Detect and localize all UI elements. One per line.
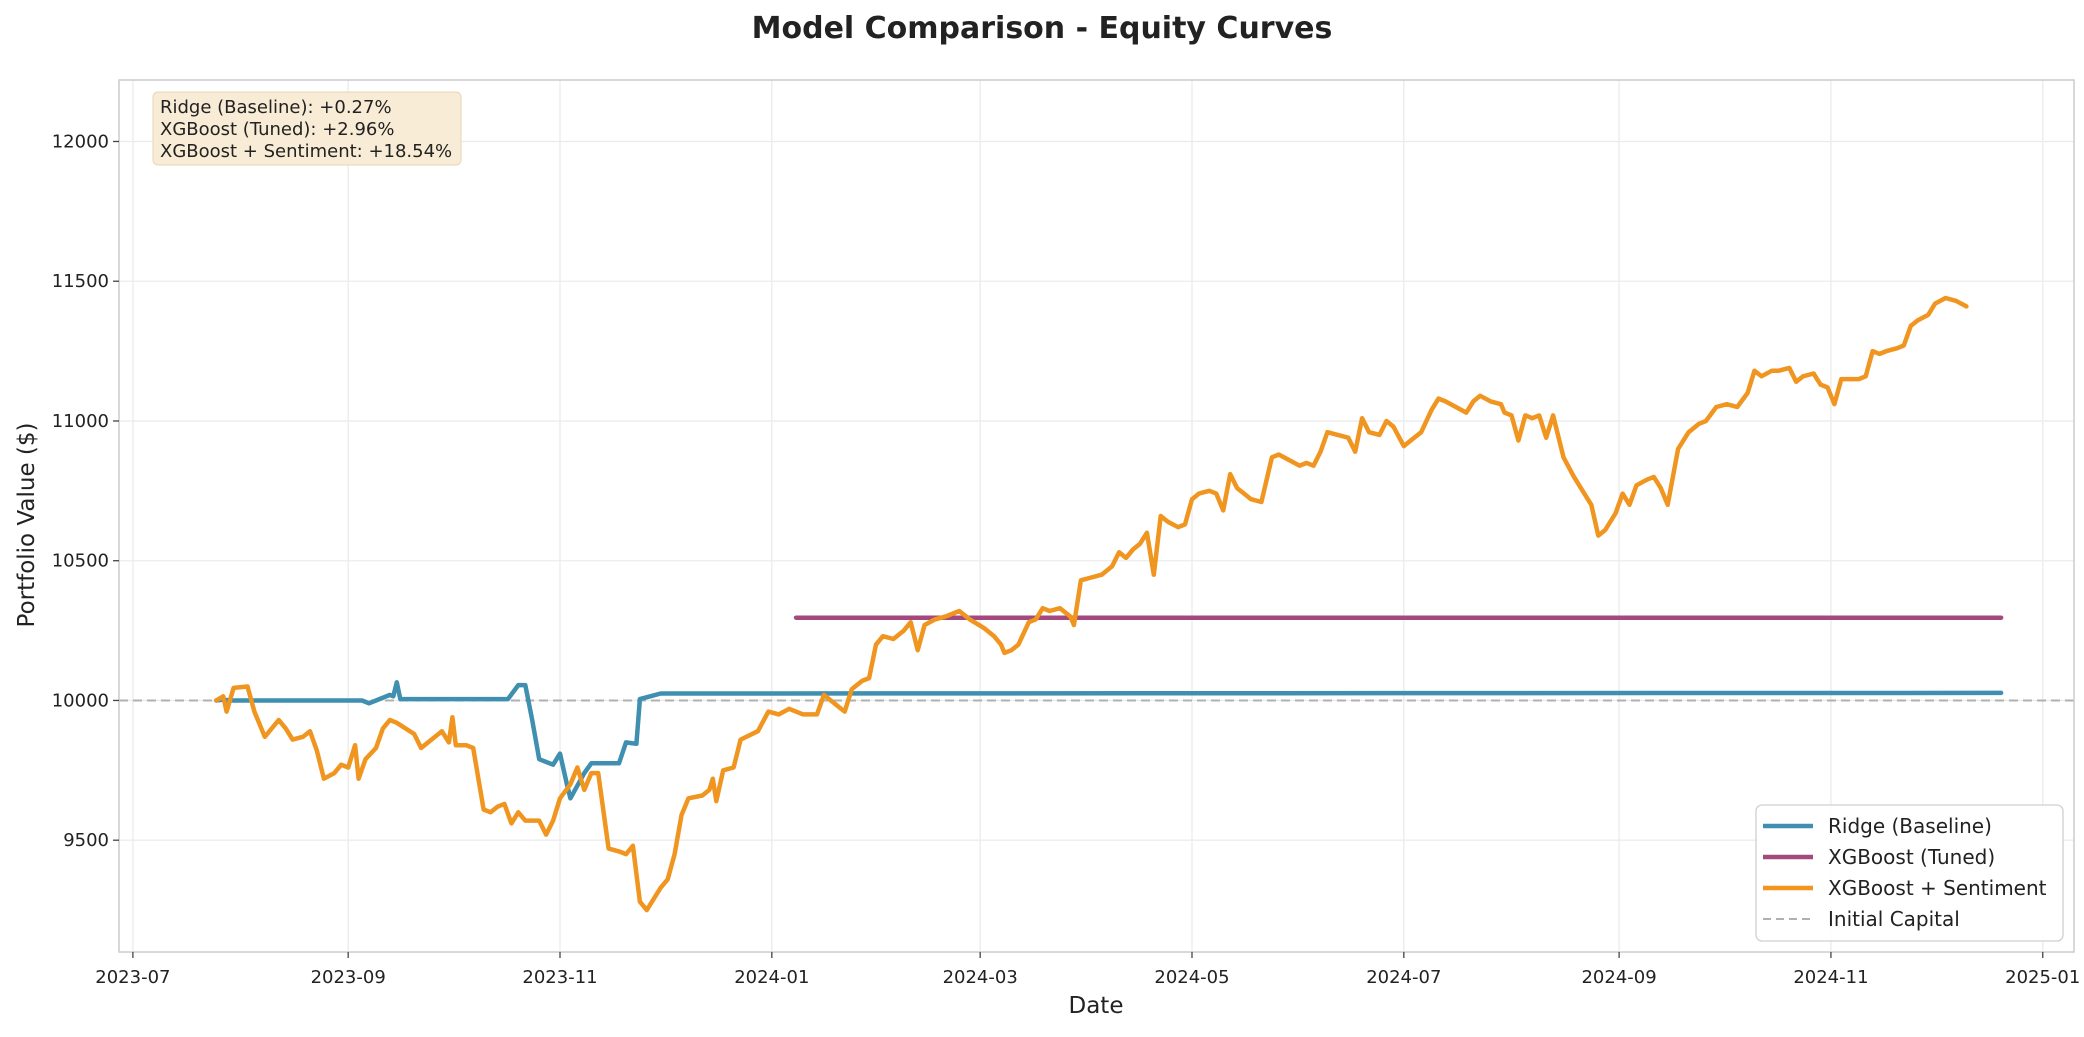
returns-summary-line: Ridge (Baseline): +0.27% bbox=[160, 97, 392, 118]
y-axis-ticks: 9500 10000 10500 11000 11500 12000 bbox=[52, 131, 119, 851]
x-tick-label: 2024-09 bbox=[1581, 967, 1656, 988]
legend-label: XGBoost + Sentiment bbox=[1828, 876, 2047, 900]
returns-summary-box: Ridge (Baseline): +0.27%XGBoost (Tuned):… bbox=[152, 91, 462, 166]
legend-label: XGBoost (Tuned) bbox=[1828, 845, 1995, 869]
legend-label: Ridge (Baseline) bbox=[1828, 814, 1992, 838]
plot-frame bbox=[118, 79, 2075, 953]
x-tick-label: 2024-07 bbox=[1366, 967, 1441, 988]
legend-frame bbox=[1755, 804, 2064, 942]
series-line-xgboost-sentiment bbox=[213, 295, 1969, 913]
chart-title: Model Comparison - Equity Curves bbox=[752, 11, 1333, 46]
x-tick-label: 2024-05 bbox=[1154, 967, 1229, 988]
x-tick-label: 2025-01 bbox=[2005, 967, 2080, 988]
returns-summary-line: XGBoost (Tuned): +2.96% bbox=[160, 119, 394, 140]
y-axis-label: Portfolio Value ($) bbox=[14, 423, 40, 628]
y-tick-label: 11000 bbox=[52, 411, 109, 432]
y-tick-label: 10000 bbox=[52, 690, 109, 711]
x-tick-label: 2024-11 bbox=[1793, 967, 1868, 988]
series-lines bbox=[213, 295, 2004, 913]
x-axis-ticks: 2023-07 2023-09 2023-11 2024-01 2024-03 2024-… bbox=[95, 952, 2080, 988]
x-tick-label: 2023-11 bbox=[522, 967, 597, 988]
y-tick-label: 11500 bbox=[52, 271, 109, 292]
legend: Ridge (Baseline) XGBoost (Tuned) XGBoost +… bbox=[1755, 804, 2064, 942]
returns-summary-line: XGBoost + Sentiment: +18.54% bbox=[160, 141, 452, 162]
legend-label: Initial Capital bbox=[1828, 907, 1960, 931]
y-tick-label: 10500 bbox=[52, 551, 109, 572]
x-tick-label: 2024-03 bbox=[943, 967, 1018, 988]
series-line-ridge-baseline bbox=[213, 680, 2004, 801]
x-tick-label: 2023-07 bbox=[95, 967, 170, 988]
x-tick-label: 2024-01 bbox=[734, 967, 809, 988]
y-tick-label: 9500 bbox=[63, 830, 109, 851]
y-tick-label: 12000 bbox=[52, 131, 109, 152]
returns-summary-background bbox=[152, 91, 462, 166]
x-axis-label: Date bbox=[1069, 993, 1124, 1019]
x-tick-label: 2023-09 bbox=[311, 967, 386, 988]
